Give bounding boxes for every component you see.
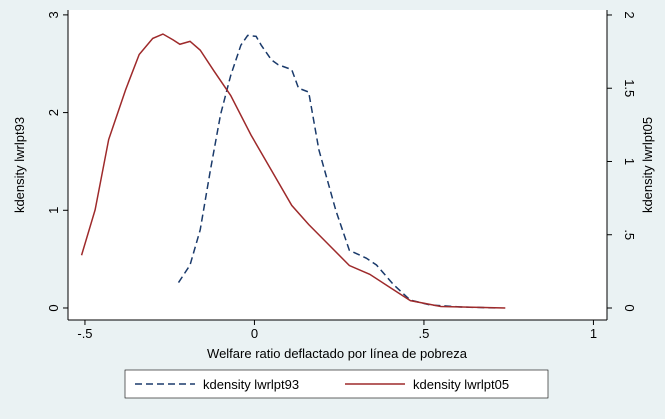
series-line	[80, 33, 506, 309]
x-axis-label: Welfare ratio deflactado por línea de po…	[207, 346, 468, 361]
x-tick-label: .5	[419, 326, 430, 341]
x-tick-label: 1	[590, 326, 597, 341]
legend-label: kdensity lwrlpt93	[203, 377, 299, 392]
y2-tick-label: 2	[622, 11, 637, 18]
y2-axis-label: kdensity lwrlpt05	[640, 117, 655, 213]
plot-area	[68, 10, 607, 320]
y2-tick-label: .5	[622, 229, 637, 240]
y-tick-label: 1	[46, 207, 61, 214]
x-tick-label: -.5	[77, 326, 92, 341]
y-tick-label: 2	[46, 109, 61, 116]
legend-label: kdensity lwrlpt05	[413, 377, 509, 392]
y2-tick-label: 0	[622, 304, 637, 311]
x-tick-label: 0	[251, 326, 258, 341]
y2-tick-label: 1	[622, 158, 637, 165]
y-tick-label: 3	[46, 11, 61, 18]
legend	[124, 369, 549, 399]
y2-tick-label: 1.5	[622, 79, 637, 97]
y-axis-label: kdensity lwrlpt93	[12, 117, 27, 213]
y-tick-label: 0	[46, 304, 61, 311]
